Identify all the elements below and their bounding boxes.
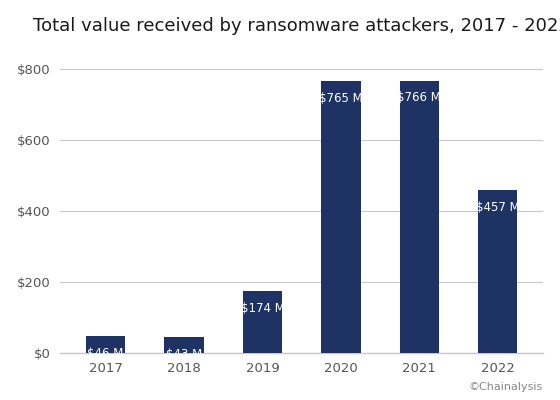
Bar xyxy=(478,190,517,353)
Text: $43 M: $43 M xyxy=(166,348,202,361)
Text: $766 M: $766 M xyxy=(398,91,441,104)
Text: ©Chainalysis: ©Chainalysis xyxy=(469,382,543,392)
Text: $46 M: $46 M xyxy=(87,347,124,360)
Bar xyxy=(243,291,282,353)
Bar xyxy=(86,336,125,353)
Text: $765 M: $765 M xyxy=(319,92,363,105)
Title: Total value received by ransomware attackers, 2017 - 2022: Total value received by ransomware attac… xyxy=(33,17,560,35)
Text: $457 M: $457 M xyxy=(476,201,520,214)
Text: $174 M: $174 M xyxy=(241,302,284,314)
Bar xyxy=(321,81,361,353)
Bar xyxy=(400,81,439,353)
Bar xyxy=(165,337,204,353)
